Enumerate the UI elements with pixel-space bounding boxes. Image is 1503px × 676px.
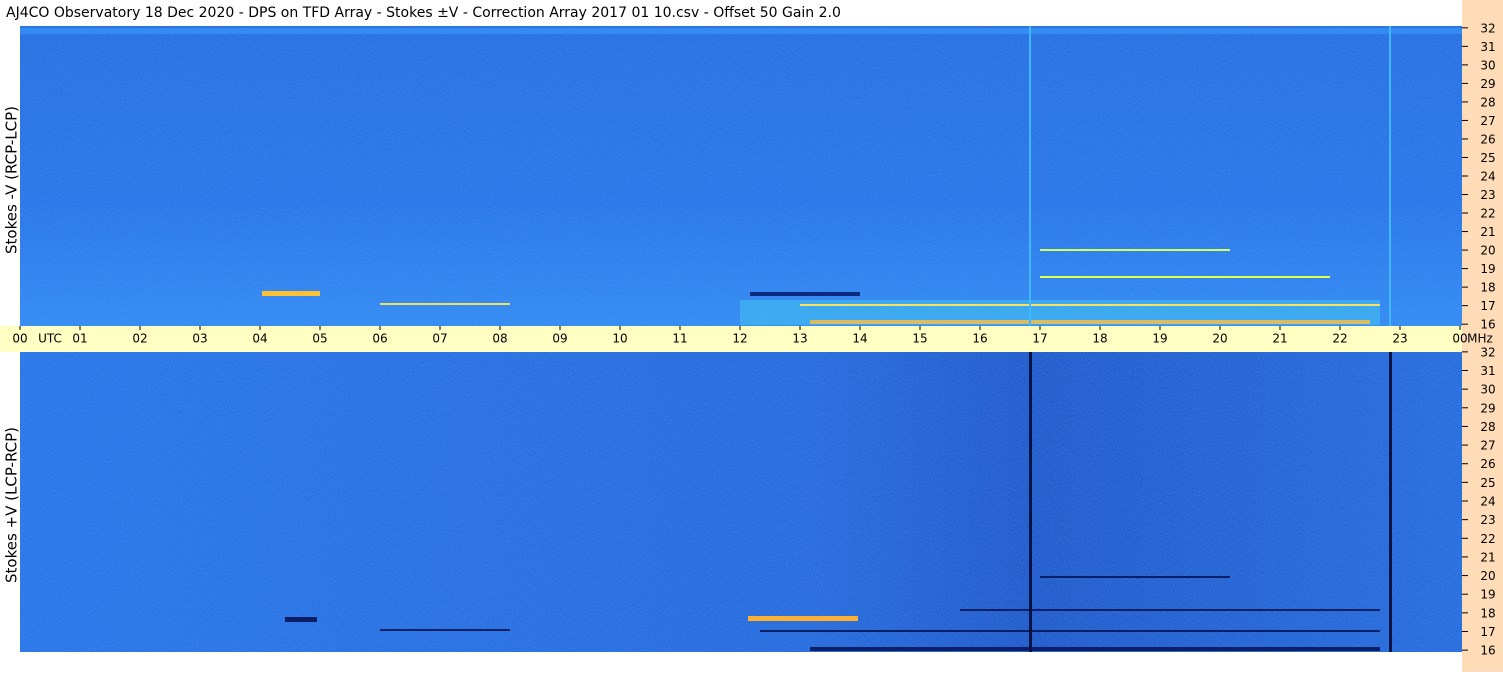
y-tick-label: 32 — [1480, 21, 1495, 35]
top-spectrogram — [20, 26, 1462, 326]
y-tick-label: 23 — [1480, 188, 1495, 202]
y-tick-label: 18 — [1480, 281, 1495, 295]
x-tick-label: 01 — [72, 332, 87, 346]
burst — [1040, 249, 1230, 251]
x-tick-label: 21 — [1272, 332, 1287, 346]
x-tick-label: 17 — [1032, 332, 1047, 346]
burst — [760, 630, 1380, 632]
burst — [262, 291, 320, 296]
y-tick-label: 28 — [1480, 420, 1495, 434]
y-tick-label: 17 — [1480, 625, 1495, 639]
y-tick-label: 16 — [1480, 644, 1495, 658]
artifact — [1029, 26, 1031, 326]
x-tick-label: 06 — [372, 332, 387, 346]
x-tick-label: 04 — [252, 332, 267, 346]
time-axis-strip — [0, 326, 1462, 352]
y-tick-label: 31 — [1480, 364, 1495, 378]
y-tick-label: 32 — [1480, 345, 1495, 359]
x-tick-label: 15 — [912, 332, 927, 346]
y-tick-label: 21 — [1480, 550, 1495, 564]
x-tick-label: 13 — [792, 332, 807, 346]
x-tick-label: 19 — [1152, 332, 1167, 346]
x-tick-label: 07 — [432, 332, 447, 346]
y-tick-label: 26 — [1480, 132, 1495, 146]
burst — [750, 292, 860, 296]
y-tick-label: 23 — [1480, 513, 1495, 527]
burst — [810, 320, 1370, 324]
y-tick-label: 24 — [1480, 495, 1495, 509]
x-tick-label: 02 — [132, 332, 147, 346]
x-tick-label: 11 — [672, 332, 687, 346]
x-tick-label: 03 — [192, 332, 207, 346]
spectrogram-noise — [20, 26, 1462, 326]
band — [20, 28, 1462, 34]
y-tick-label: 29 — [1480, 77, 1495, 91]
y-tick-label: 18 — [1480, 606, 1495, 620]
spectrogram-noise — [20, 352, 1462, 652]
y-tick-label: 19 — [1480, 588, 1495, 602]
title: AJ4CO Observatory 18 Dec 2020 - DPS on T… — [6, 5, 841, 21]
y-tick-label: 26 — [1480, 457, 1495, 471]
burst — [380, 629, 510, 631]
burst — [1040, 576, 1230, 578]
freq-axis-strip — [1462, 0, 1503, 672]
y-tick-label: 27 — [1480, 114, 1495, 128]
y-tick-label: 24 — [1480, 170, 1495, 184]
y-tick-label: 17 — [1480, 299, 1495, 313]
x-tick-label: 00 — [12, 332, 27, 346]
x-tick-label: 22 — [1332, 332, 1347, 346]
bottom-spectrogram — [20, 352, 1462, 652]
x-tick-label: 09 — [552, 332, 567, 346]
x-tick-label: 08 — [492, 332, 507, 346]
y-tick-label: 21 — [1480, 225, 1495, 239]
y-tick-label: 20 — [1480, 244, 1495, 258]
x-tick-label: 23 — [1392, 332, 1407, 346]
x-tick-label: 18 — [1092, 332, 1107, 346]
y-tick-label: 19 — [1480, 262, 1495, 276]
artifact — [1389, 352, 1392, 652]
y-tick-label: 28 — [1480, 95, 1495, 109]
burst — [800, 304, 1380, 306]
x-tick-label: 12 — [732, 332, 747, 346]
y-tick-label: 29 — [1480, 401, 1495, 415]
y-axis-label: Stokes -V (RCP-LCP) — [3, 106, 21, 254]
x-tick-label: 16 — [972, 332, 987, 346]
x-tick-label: 14 — [852, 332, 867, 346]
y-tick-label: 30 — [1480, 58, 1495, 72]
burst — [810, 647, 1380, 651]
y-tick-label: 31 — [1480, 40, 1495, 54]
x-tick-label: 05 — [312, 332, 327, 346]
x-tick-label: 20 — [1212, 332, 1227, 346]
y-tick-label: 25 — [1480, 151, 1495, 165]
x-tick-label: 00 — [1452, 332, 1467, 346]
burst — [285, 617, 317, 622]
y-tick-label: 20 — [1480, 569, 1495, 583]
y-tick-label: 16 — [1480, 318, 1495, 332]
y-axis-label: Stokes +V (LCP-RCP) — [3, 427, 21, 583]
artifact — [1389, 26, 1391, 326]
y-tick-label: 22 — [1480, 532, 1495, 546]
burst — [1040, 276, 1330, 278]
y-unit-label: MHz — [1467, 332, 1493, 346]
y-tick-label: 27 — [1480, 439, 1495, 453]
artifact — [1029, 352, 1032, 652]
y-tick-label: 22 — [1480, 207, 1495, 221]
burst — [960, 609, 1380, 611]
y-tick-label: 30 — [1480, 383, 1495, 397]
burst — [380, 303, 510, 305]
burst — [748, 616, 858, 621]
x-unit-label: UTC — [38, 332, 62, 346]
x-tick-label: 10 — [612, 332, 627, 346]
y-tick-label: 25 — [1480, 476, 1495, 490]
